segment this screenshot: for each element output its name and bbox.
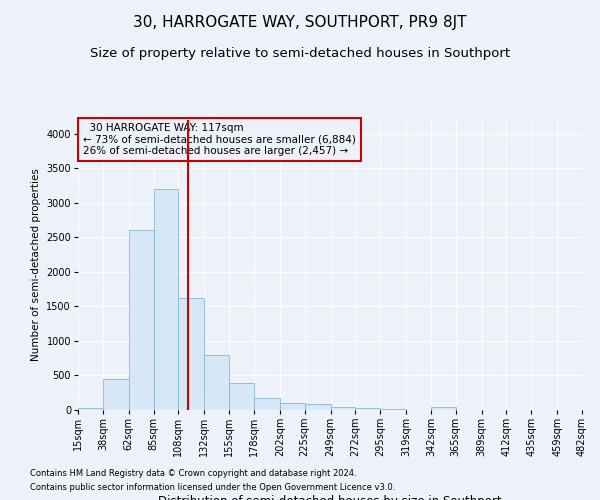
Bar xyxy=(78,408,103,410)
Bar xyxy=(331,406,355,410)
Bar xyxy=(129,230,154,410)
Bar xyxy=(103,379,129,410)
Text: Size of property relative to semi-detached houses in Southport: Size of property relative to semi-detach… xyxy=(90,48,510,60)
Bar xyxy=(280,403,305,410)
Text: Contains public sector information licensed under the Open Government Licence v3: Contains public sector information licen… xyxy=(30,484,395,492)
X-axis label: Distribution of semi-detached houses by size in Southport: Distribution of semi-detached houses by … xyxy=(158,496,502,500)
Bar xyxy=(178,298,204,410)
Bar xyxy=(355,408,380,410)
Text: 30, HARROGATE WAY, SOUTHPORT, PR9 8JT: 30, HARROGATE WAY, SOUTHPORT, PR9 8JT xyxy=(133,15,467,30)
Bar xyxy=(305,404,331,410)
Bar xyxy=(204,355,229,410)
Bar xyxy=(229,383,254,410)
Text: 30 HARROGATE WAY: 117sqm
← 73% of semi-detached houses are smaller (6,884)
26% o: 30 HARROGATE WAY: 117sqm ← 73% of semi-d… xyxy=(83,123,356,156)
Bar xyxy=(154,189,178,410)
Bar xyxy=(431,407,456,410)
Text: Contains HM Land Registry data © Crown copyright and database right 2024.: Contains HM Land Registry data © Crown c… xyxy=(30,468,356,477)
Bar xyxy=(380,408,406,410)
Y-axis label: Number of semi-detached properties: Number of semi-detached properties xyxy=(31,168,41,362)
Bar xyxy=(254,398,280,410)
